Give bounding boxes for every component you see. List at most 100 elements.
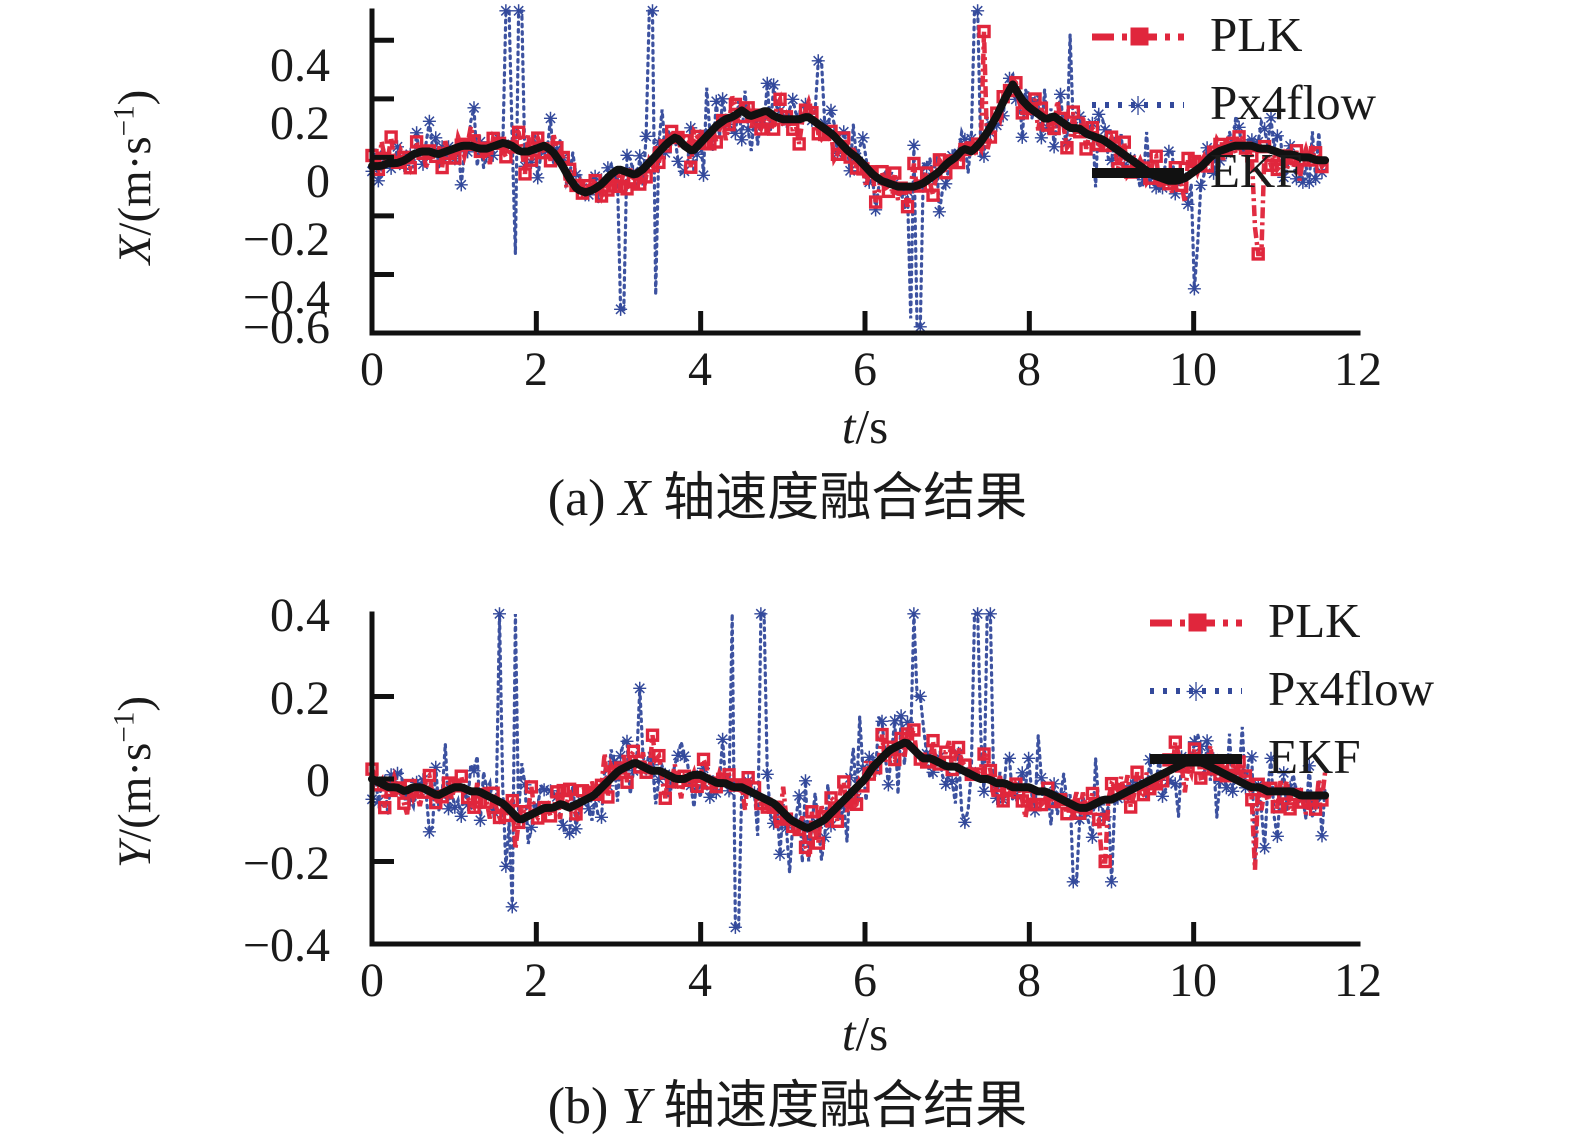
xtick-label-a-6: 12 [1334,343,1382,396]
svg-text:✳: ✳ [1168,775,1182,794]
svg-text:✳: ✳ [645,2,659,21]
xtick-label-b-6: 12 [1334,954,1382,1007]
svg-text:✳: ✳ [1127,91,1149,121]
svg-text:✳: ✳ [856,129,870,148]
legend-label-plk-b: PLK [1268,593,1361,648]
svg-text:✳: ✳ [473,812,487,831]
legend-label-plk-a: PLK [1210,7,1303,62]
xtick-label-a-0: 0 [360,343,384,396]
xaxis-title-b: t/s [841,1006,889,1061]
svg-text:✳: ✳ [371,172,385,191]
legend-a: PLK ✳ Px4flow EKF [1092,10,1376,204]
svg-text:✳: ✳ [1270,828,1284,847]
svg-text:✳: ✳ [677,747,691,766]
legend-swatch-px4flow-b: ✳ [1150,677,1242,707]
svg-text:✳: ✳ [1085,828,1099,847]
svg-text:✳: ✳ [671,153,685,172]
svg-text:✳: ✳ [512,2,526,21]
ytick-label-a-3: −0.2 [242,213,330,266]
svg-text:✳: ✳ [531,169,545,188]
legend-swatch-ekf-b [1150,754,1242,764]
ytick-label-b-3: −0.2 [242,837,330,890]
svg-text:✳: ✳ [1270,127,1284,146]
svg-text:✳: ✳ [1302,174,1316,193]
svg-text:✳: ✳ [563,825,577,844]
svg-text:✳: ✳ [620,146,634,165]
svg-text:✳: ✳ [499,2,513,21]
legend-entry-ekf-a: EKF [1092,146,1303,204]
svg-text:✳: ✳ [441,800,455,819]
caption-a-prefix: (a) [547,470,606,527]
svg-text:✳: ✳ [971,605,985,624]
yaxis-title-b: Y/(m·s−1) [108,696,161,869]
svg-text:✳: ✳ [760,765,774,784]
svg-text:✳: ✳ [735,131,749,150]
svg-text:✳: ✳ [556,817,570,836]
svg-text:✳: ✳ [633,679,647,698]
legend-entry-plk-b: PLK [1150,596,1361,654]
xaxis-title-a: t/s [841,399,889,454]
legend-swatch-ekf-a [1092,168,1184,178]
xtick-label-b-3: 6 [853,954,877,1007]
caption-a-rest: 轴速度融合结果 [663,470,1028,527]
ytick-label-b-2: 0 [306,754,330,807]
svg-text:✳: ✳ [1245,748,1259,767]
legend-entry-px4flow-b: ✳ Px4flow [1150,664,1434,722]
svg-text:✳: ✳ [875,712,889,731]
svg-text:✳: ✳ [614,301,628,320]
svg-text:✳: ✳ [792,787,806,806]
svg-text:✳: ✳ [1034,129,1048,148]
svg-text:✳: ✳ [633,147,647,166]
yaxis-title-a: X/(m·s−1) [108,89,161,265]
caption-a: (a) X 轴速度融合结果 [0,455,1575,530]
legend-label-ekf-a: EKF [1210,143,1303,198]
caption-b-rest: 轴速度融合结果 [663,1078,1028,1135]
svg-text:✳: ✳ [1257,839,1271,858]
svg-text:✳: ✳ [945,773,959,792]
chart-svg-b: ✳✳✳✳✳✳✳✳✳✳✳✳✳✳✳✳✳✳✳✳✳✳✳✳✳✳✳✳✳✳✳✳✳✳✳✳✳✳✳✳… [365,605,1361,947]
svg-text:✳: ✳ [448,799,462,818]
ytick-label-b-1: 0.2 [270,672,330,725]
svg-text:✳: ✳ [543,109,557,128]
xtick-label-a-5: 10 [1169,343,1217,396]
svg-text:✳: ✳ [939,175,953,194]
svg-text:✳: ✳ [1162,142,1176,161]
svg-text:✳: ✳ [1257,120,1271,139]
caption-b: (b) Y 轴速度融合结果 [0,1063,1575,1138]
svg-text:✳: ✳ [913,688,927,707]
legend-swatch-plk-b [1150,613,1242,632]
svg-text:✳: ✳ [422,823,436,842]
svg-text:✳: ✳ [767,76,781,95]
xtick-label-a-4: 8 [1017,343,1041,396]
svg-text:✳: ✳ [1185,677,1207,707]
svg-text:✳: ✳ [760,74,774,93]
legend-entry-px4flow-a: ✳ Px4flow [1092,78,1376,136]
legend-b: PLK ✳ Px4flow EKF [1150,596,1434,790]
svg-text:✳: ✳ [429,129,443,148]
svg-text:✳: ✳ [907,136,921,155]
xtick-label-a-2: 4 [688,343,712,396]
svg-text:✳: ✳ [1092,105,1106,124]
xtick-label-a-3: 6 [853,343,877,396]
svg-text:✳: ✳ [1022,749,1036,768]
ytick-label-b-4: −0.4 [242,919,330,972]
svg-text:✳: ✳ [582,800,596,819]
svg-text:✳: ✳ [1302,757,1316,776]
legend-swatch-px4flow-a: ✳ [1092,91,1184,121]
svg-text:✳: ✳ [932,203,946,222]
svg-text:✳: ✳ [709,93,723,112]
svg-text:✳: ✳ [1277,764,1291,783]
svg-text:✳: ✳ [811,52,825,71]
svg-text:✳: ✳ [467,99,481,118]
ytick-label-a-0: 0.4 [270,39,330,92]
svg-text:✳: ✳ [1155,787,1169,806]
svg-text:✳: ✳ [696,166,710,185]
plot-area-a: ✳ ✳ ✳ ✳ ✳ ✳ ✳ ✳ ✳ ✳ ✳ ✳ ✳ ✳ ✳ ✳ ✳ ✳ ✳ ✳ ✳ ✳ ✳ ✳ ✳ ✳ ✳ ✳ ✳ ✳ ✳ ✳ ✳ ✳ ✳ ✳ ✳ ✳ ✳ ✳… [365,2,1361,337]
xtick-label-b-4: 8 [1017,954,1041,1007]
svg-text:✳: ✳ [798,772,812,791]
svg-text:✳: ✳ [454,807,468,826]
plot-area-b: ✳ ✳ ✳ ✳ ✳ ✳ ✳ ✳ ✳ ✳ ✳ ✳ ✳ ✳ ✳ ✳ ✳ ✳ ✳ ✳ ✳ ✳ ✳ ✳ ✳ ✳ ✳ ✳ ✳ ✳ ✳ ✳ ✳ ✳ ✳ ✳ ✳ ✳ ✳ ✳… [365,605,1361,947]
xtick-label-b-1: 2 [524,954,548,1007]
svg-text:✳: ✳ [786,91,800,110]
svg-text:✳: ✳ [1226,783,1240,802]
